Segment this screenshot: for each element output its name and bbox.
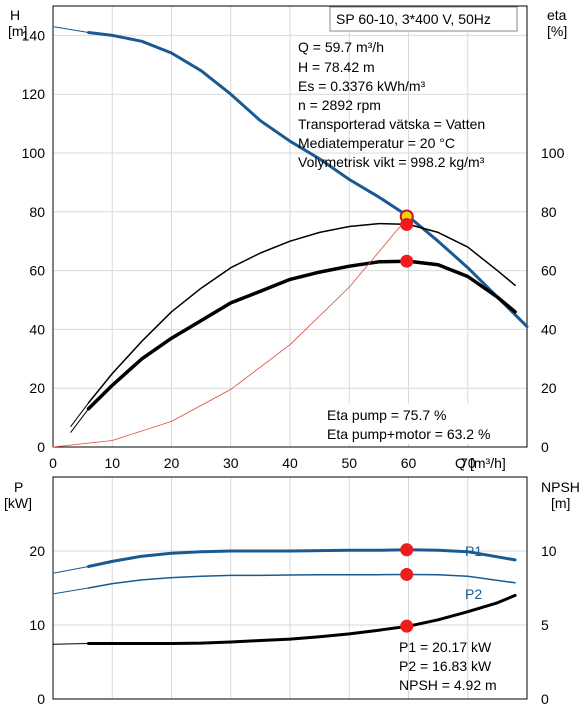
y-axis-unit: [kW] [4, 495, 32, 511]
header-box-text: SP 60-10, 3*400 V, 50Hz [336, 11, 491, 27]
series-line [52, 587, 89, 595]
power-npsh-chart: 0 10 20 0 5 10 P [kW] NPSH [m] P1 P2 P1 = 20.… [4, 476, 580, 707]
y2-tick-label: 0 [541, 691, 549, 707]
series-line [52, 26, 89, 33]
x-tick-label: 20 [164, 455, 180, 471]
x-tick-label: 30 [223, 455, 239, 471]
y-axis-label: H [10, 7, 20, 23]
power-legend: P1 = 20.17 kW P2 = 16.83 kW NPSH = 4.92 … [399, 639, 497, 693]
operating-point-marker [400, 619, 414, 633]
y-axis-label: P [14, 479, 23, 495]
header-box-frame [329, 6, 518, 32]
y-tick-label: 60 [29, 263, 45, 279]
info-line: Transporterad vätska = Vatten [298, 116, 485, 132]
y2-tick-label: 100 [541, 145, 565, 161]
x-tick-label: 70 [460, 455, 476, 471]
tick-labels: 0 10 20 30 40 50 60 70 0 20 40 60 80 100 120 140 0 20 40 60… [22, 27, 565, 471]
y2-tick-label: 20 [541, 380, 557, 396]
series-line [52, 216, 409, 448]
legend-line: NPSH = 4.92 m [399, 677, 497, 693]
operating-point-marker [400, 567, 414, 581]
y-tick-label: 40 [29, 321, 45, 337]
info-line: Q = 59.7 m³/h [298, 39, 384, 55]
y-tick-label: 80 [29, 204, 45, 220]
y2-tick-label: 80 [541, 204, 557, 220]
plot-frame [52, 5, 528, 448]
x-axis-label: Q [455, 455, 466, 471]
y-tick-label: 0 [37, 439, 45, 455]
y2-tick-label: 5 [541, 617, 549, 633]
y2-tick-label: 10 [541, 543, 557, 559]
y2-axis-unit: [%] [547, 23, 567, 39]
series-line [87, 573, 516, 589]
y2-axis-label: NPSH [541, 479, 580, 495]
series-line [87, 222, 516, 404]
curve-label-p2: P2 [465, 586, 482, 602]
legend-line: Eta pump = 75.7 % [327, 407, 446, 423]
series-line [70, 402, 89, 427]
legend-background [322, 404, 512, 444]
info-line: Es = 0.3376 kWh/m³ [298, 78, 426, 94]
y-axis-unit: [m] [8, 23, 27, 39]
y2-tick-label: 60 [541, 263, 557, 279]
y2-axis-label: eta [547, 7, 567, 23]
series-group [52, 26, 529, 448]
y-tick-label: 100 [22, 145, 46, 161]
efficiency-legend: Eta pump = 75.7 % Eta pump+motor = 63.2 … [322, 404, 512, 444]
series-line [86, 259, 517, 411]
x-tick-label: 10 [104, 455, 120, 471]
series-line [87, 548, 517, 568]
legend-line: Eta pump+motor = 63.2 % [327, 426, 490, 442]
y-tick-label: 140 [22, 27, 46, 43]
operating-point-marker [400, 543, 414, 557]
info-line: Mediatemperatur = 20 °C [298, 135, 455, 151]
y2-axis-unit: [m] [551, 495, 570, 511]
legend-line: P1 = 20.17 kW [399, 639, 492, 655]
tick-labels: 0 10 20 0 5 10 [29, 543, 556, 707]
series-line [52, 566, 89, 574]
info-text: Q = 59.7 m³/h H = 78.42 m Es = 0.3376 kW… [298, 39, 485, 170]
head-efficiency-chart: 0 10 20 30 40 50 60 70 0 20 40 60 80 100 120 140 0 20 40 60… [8, 5, 567, 471]
x-axis-unit: [m³/h] [470, 455, 506, 471]
y-tick-label: 10 [29, 617, 45, 633]
header-box: SP 60-10, 3*400 V, 50Hz [329, 6, 518, 32]
series-line [52, 643, 89, 645]
legend-line: P2 = 16.83 kW [399, 658, 492, 674]
y2-tick-label: 40 [541, 321, 557, 337]
series-line [70, 408, 89, 433]
series-group [52, 543, 517, 645]
curve-label-p1: P1 [465, 543, 482, 559]
info-line: n = 2892 rpm [298, 97, 381, 113]
y-tick-label: 20 [29, 543, 45, 559]
x-tick-label: 40 [282, 455, 298, 471]
operating-point-marker [400, 217, 414, 231]
plot-frame [52, 476, 528, 700]
operating-point-marker [400, 254, 414, 268]
y-tick-label: 0 [37, 691, 45, 707]
x-tick-label: 60 [401, 455, 417, 471]
y-tick-label: 20 [29, 380, 45, 396]
grid [52, 6, 528, 448]
y2-tick-label: 0 [541, 439, 549, 455]
y-tick-label: 120 [22, 86, 46, 102]
info-line: Volymetrisk vikt = 998.2 kg/m³ [298, 154, 485, 170]
info-line: H = 78.42 m [298, 59, 375, 75]
x-tick-label: 0 [49, 455, 57, 471]
x-tick-label: 50 [341, 455, 357, 471]
series-line [87, 593, 517, 645]
series-line [87, 31, 529, 328]
